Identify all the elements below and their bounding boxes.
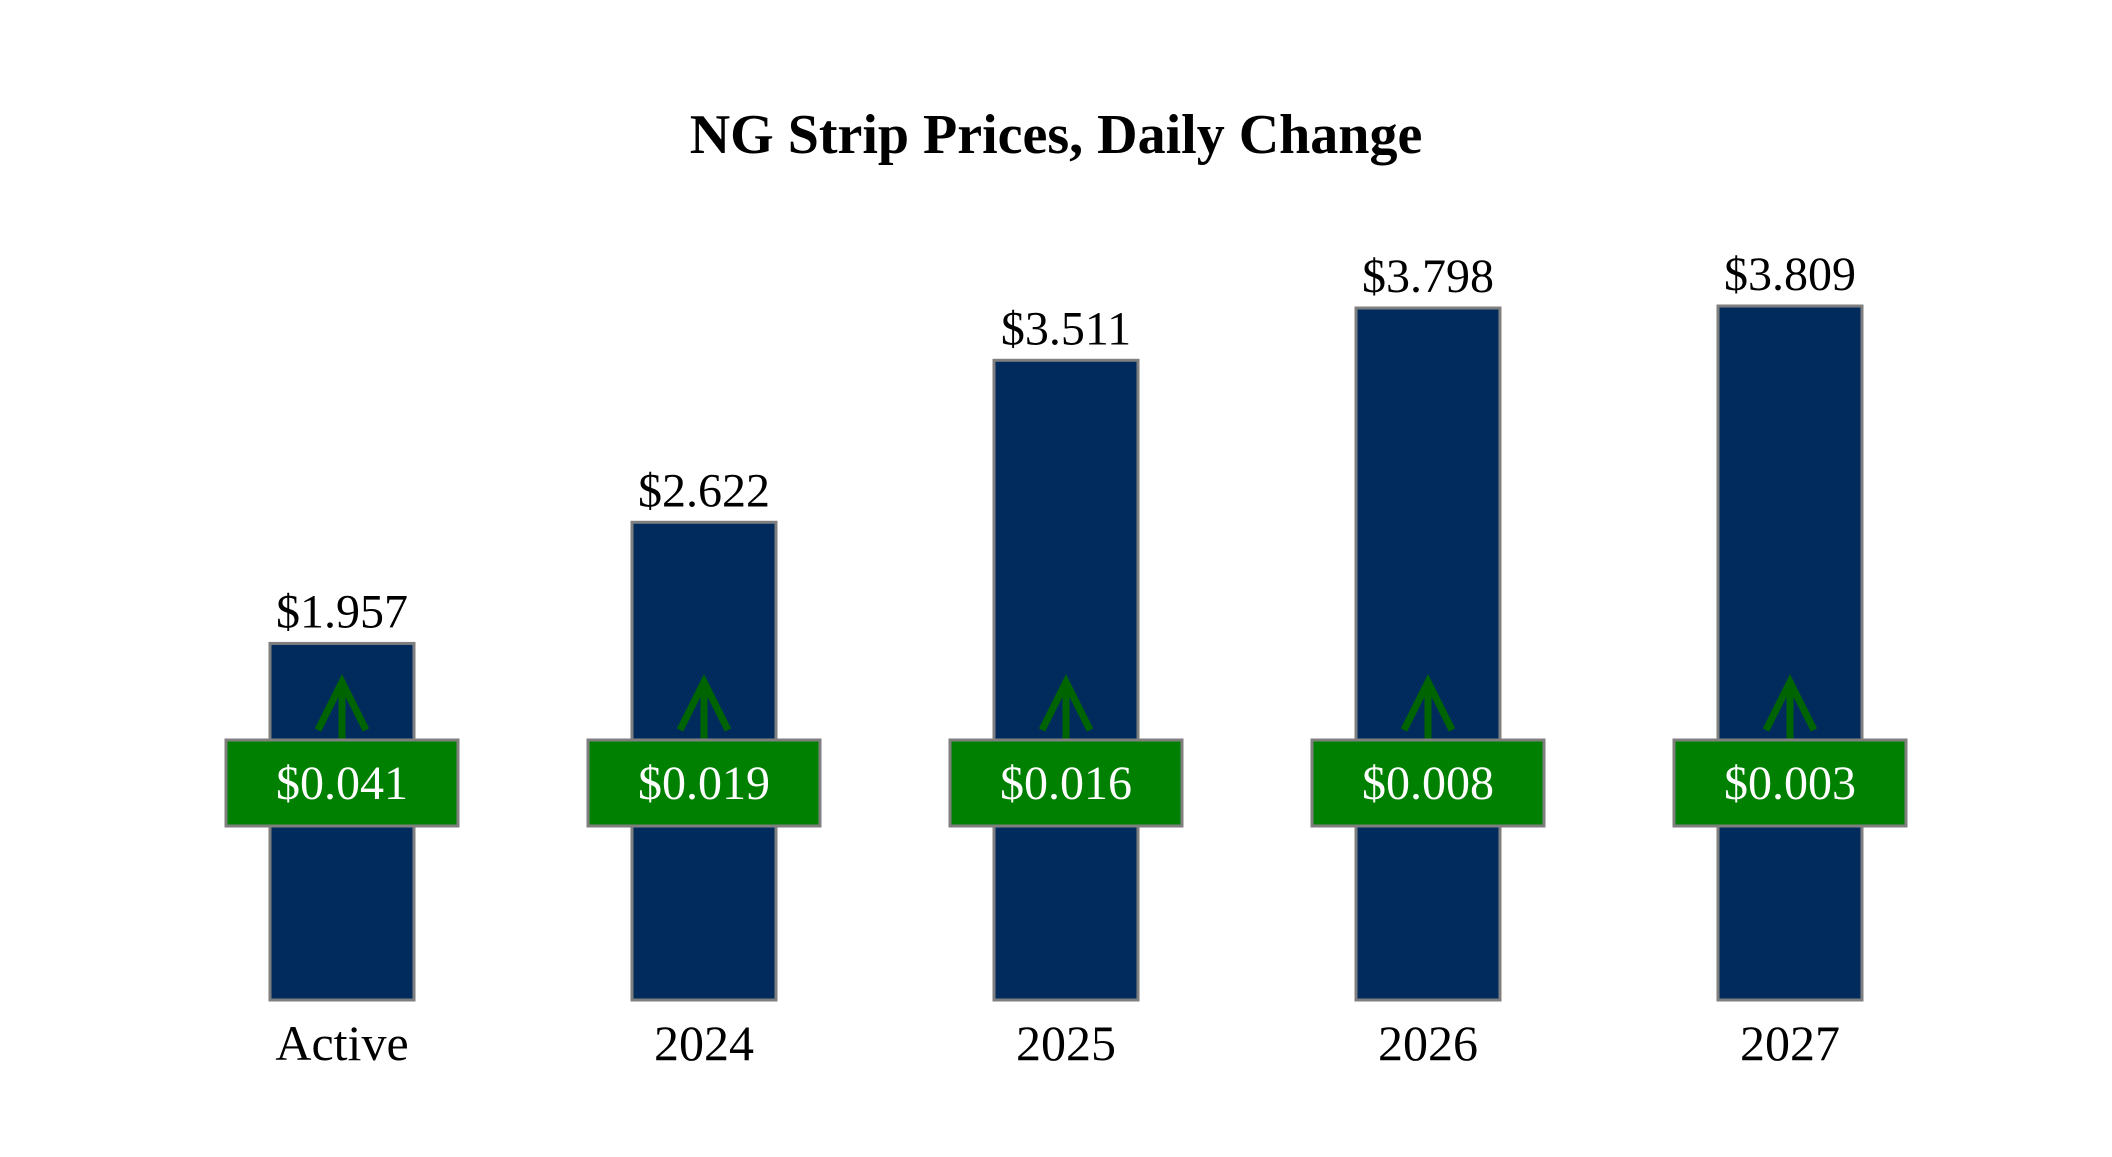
bar-value-label-0: $1.957 <box>276 585 408 638</box>
bar-value-label-2: $3.511 <box>1001 302 1131 355</box>
arrow-up-icon <box>314 674 370 740</box>
bar-value-label-3: $3.798 <box>1362 250 1494 303</box>
category-label-3: 2026 <box>1378 1015 1478 1071</box>
change-label-4: $0.003 <box>1724 757 1856 810</box>
change-box-1 <box>586 738 822 828</box>
arrow-up-icon <box>1400 674 1456 740</box>
arrow-up-head <box>676 674 732 732</box>
change-box-4 <box>1672 738 1908 828</box>
change-box-2 <box>948 738 1184 828</box>
category-label-2: 2025 <box>1016 1015 1116 1071</box>
category-label-1: 2024 <box>654 1015 754 1071</box>
chart-title: NG Strip Prices, Daily Change <box>690 104 1423 166</box>
arrow-up-icon <box>1762 674 1818 740</box>
change-label-2: $0.016 <box>1000 757 1132 810</box>
arrow-up-icon <box>676 674 732 740</box>
bar-4 <box>1716 304 1864 1002</box>
bar-3 <box>1354 306 1502 1002</box>
bar-value-label-4: $3.809 <box>1724 248 1856 301</box>
arrow-up-icon <box>1038 674 1094 740</box>
category-label-4: 2027 <box>1740 1015 1840 1071</box>
change-box-3 <box>1310 738 1546 828</box>
arrow-up-head <box>1400 674 1456 732</box>
change-label-3: $0.008 <box>1362 757 1494 810</box>
arrow-up-head <box>314 674 370 732</box>
labels-layer: $1.957 Active $0.041 $2.622 2024 $0.019 $3.511… <box>224 248 1908 1071</box>
category-label-0: Active <box>275 1015 408 1071</box>
arrow-up-head <box>1038 674 1094 732</box>
change-label-0: $0.041 <box>276 757 408 810</box>
arrow-up-head <box>1762 674 1818 732</box>
bars-layer <box>268 304 1864 1002</box>
change-label-1: $0.019 <box>638 757 770 810</box>
bar-value-label-1: $2.622 <box>638 464 770 517</box>
change-box-0 <box>224 738 460 828</box>
